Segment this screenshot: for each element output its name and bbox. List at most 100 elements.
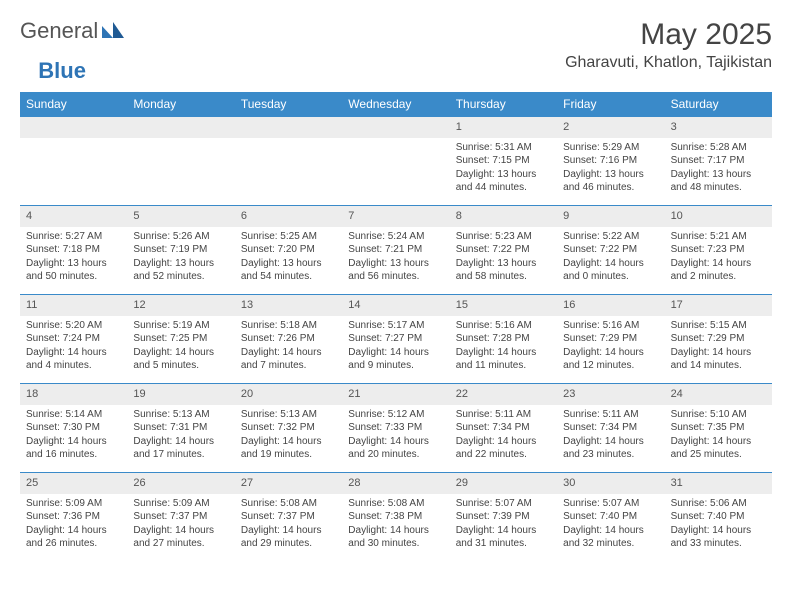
daylight-line: Daylight: 14 hours and 16 minutes.: [26, 435, 121, 462]
day-body: Sunrise: 5:21 AMSunset: 7:23 PMDaylight:…: [665, 227, 772, 290]
day-cell-9: 9Sunrise: 5:22 AMSunset: 7:22 PMDaylight…: [557, 206, 664, 294]
day-body: Sunrise: 5:16 AMSunset: 7:28 PMDaylight:…: [450, 316, 557, 379]
sunset-line: Sunset: 7:21 PM: [348, 243, 443, 257]
day-body: Sunrise: 5:15 AMSunset: 7:29 PMDaylight:…: [665, 316, 772, 379]
day-cell-12: 12Sunrise: 5:19 AMSunset: 7:25 PMDayligh…: [127, 295, 234, 383]
day-number: 4: [20, 206, 127, 227]
daylight-line: Daylight: 14 hours and 14 minutes.: [671, 346, 766, 373]
day-cell-24: 24Sunrise: 5:10 AMSunset: 7:35 PMDayligh…: [665, 384, 772, 472]
sunrise-line: Sunrise: 5:21 AM: [671, 230, 766, 244]
day-body: Sunrise: 5:28 AMSunset: 7:17 PMDaylight:…: [665, 138, 772, 201]
day-cell-14: 14Sunrise: 5:17 AMSunset: 7:27 PMDayligh…: [342, 295, 449, 383]
daylight-line: Daylight: 14 hours and 5 minutes.: [133, 346, 228, 373]
weekday-friday: Friday: [557, 92, 664, 116]
empty-day-cell: [235, 117, 342, 205]
day-body: Sunrise: 5:23 AMSunset: 7:22 PMDaylight:…: [450, 227, 557, 290]
day-number: 13: [235, 295, 342, 316]
sunrise-line: Sunrise: 5:18 AM: [241, 319, 336, 333]
logo-text-general: General: [20, 18, 98, 44]
day-body: Sunrise: 5:08 AMSunset: 7:38 PMDaylight:…: [342, 494, 449, 557]
sunset-line: Sunset: 7:32 PM: [241, 421, 336, 435]
day-number: 14: [342, 295, 449, 316]
sunrise-line: Sunrise: 5:26 AM: [133, 230, 228, 244]
sunset-line: Sunset: 7:37 PM: [133, 510, 228, 524]
day-body: Sunrise: 5:07 AMSunset: 7:40 PMDaylight:…: [557, 494, 664, 557]
sunset-line: Sunset: 7:20 PM: [241, 243, 336, 257]
sunrise-line: Sunrise: 5:07 AM: [563, 497, 658, 511]
day-cell-31: 31Sunrise: 5:06 AMSunset: 7:40 PMDayligh…: [665, 473, 772, 561]
day-number: 9: [557, 206, 664, 227]
day-body: Sunrise: 5:16 AMSunset: 7:29 PMDaylight:…: [557, 316, 664, 379]
week-row: 18Sunrise: 5:14 AMSunset: 7:30 PMDayligh…: [20, 383, 772, 472]
day-cell-18: 18Sunrise: 5:14 AMSunset: 7:30 PMDayligh…: [20, 384, 127, 472]
sunset-line: Sunset: 7:39 PM: [456, 510, 551, 524]
day-number: 11: [20, 295, 127, 316]
daylight-line: Daylight: 14 hours and 30 minutes.: [348, 524, 443, 551]
sunset-line: Sunset: 7:35 PM: [671, 421, 766, 435]
calendar: SundayMondayTuesdayWednesdayThursdayFrid…: [20, 92, 772, 561]
sunrise-line: Sunrise: 5:13 AM: [241, 408, 336, 422]
daylight-line: Daylight: 14 hours and 17 minutes.: [133, 435, 228, 462]
day-body: Sunrise: 5:12 AMSunset: 7:33 PMDaylight:…: [342, 405, 449, 468]
day-number: 27: [235, 473, 342, 494]
daylight-line: Daylight: 14 hours and 23 minutes.: [563, 435, 658, 462]
day-number: 16: [557, 295, 664, 316]
location-text: Gharavuti, Khatlon, Tajikistan: [565, 54, 772, 72]
day-number: 19: [127, 384, 234, 405]
daylight-line: Daylight: 14 hours and 7 minutes.: [241, 346, 336, 373]
day-body: Sunrise: 5:09 AMSunset: 7:37 PMDaylight:…: [127, 494, 234, 557]
day-body: Sunrise: 5:13 AMSunset: 7:31 PMDaylight:…: [127, 405, 234, 468]
day-number: [127, 117, 234, 138]
sunset-line: Sunset: 7:29 PM: [671, 332, 766, 346]
daylight-line: Daylight: 14 hours and 31 minutes.: [456, 524, 551, 551]
sunrise-line: Sunrise: 5:27 AM: [26, 230, 121, 244]
daylight-line: Daylight: 14 hours and 19 minutes.: [241, 435, 336, 462]
day-cell-15: 15Sunrise: 5:16 AMSunset: 7:28 PMDayligh…: [450, 295, 557, 383]
day-cell-21: 21Sunrise: 5:12 AMSunset: 7:33 PMDayligh…: [342, 384, 449, 472]
empty-day-cell: [20, 117, 127, 205]
day-body: Sunrise: 5:22 AMSunset: 7:22 PMDaylight:…: [557, 227, 664, 290]
day-number: [235, 117, 342, 138]
sunset-line: Sunset: 7:17 PM: [671, 154, 766, 168]
day-cell-6: 6Sunrise: 5:25 AMSunset: 7:20 PMDaylight…: [235, 206, 342, 294]
sunset-line: Sunset: 7:36 PM: [26, 510, 121, 524]
sunrise-line: Sunrise: 5:28 AM: [671, 141, 766, 155]
day-body: Sunrise: 5:24 AMSunset: 7:21 PMDaylight:…: [342, 227, 449, 290]
week-row: 11Sunrise: 5:20 AMSunset: 7:24 PMDayligh…: [20, 294, 772, 383]
day-cell-23: 23Sunrise: 5:11 AMSunset: 7:34 PMDayligh…: [557, 384, 664, 472]
sunset-line: Sunset: 7:26 PM: [241, 332, 336, 346]
sunrise-line: Sunrise: 5:16 AM: [563, 319, 658, 333]
daylight-line: Daylight: 14 hours and 27 minutes.: [133, 524, 228, 551]
sunrise-line: Sunrise: 5:19 AM: [133, 319, 228, 333]
day-number: 18: [20, 384, 127, 405]
day-number: 25: [20, 473, 127, 494]
sunrise-line: Sunrise: 5:12 AM: [348, 408, 443, 422]
day-body: Sunrise: 5:31 AMSunset: 7:15 PMDaylight:…: [450, 138, 557, 201]
day-number: 24: [665, 384, 772, 405]
weekday-tuesday: Tuesday: [235, 92, 342, 116]
day-number: 21: [342, 384, 449, 405]
sunrise-line: Sunrise: 5:07 AM: [456, 497, 551, 511]
week-row: 4Sunrise: 5:27 AMSunset: 7:18 PMDaylight…: [20, 205, 772, 294]
weekday-monday: Monday: [127, 92, 234, 116]
day-body: [342, 138, 449, 147]
sunrise-line: Sunrise: 5:22 AM: [563, 230, 658, 244]
week-row: 25Sunrise: 5:09 AMSunset: 7:36 PMDayligh…: [20, 472, 772, 561]
day-cell-22: 22Sunrise: 5:11 AMSunset: 7:34 PMDayligh…: [450, 384, 557, 472]
sunrise-line: Sunrise: 5:13 AM: [133, 408, 228, 422]
day-number: 22: [450, 384, 557, 405]
weekday-wednesday: Wednesday: [342, 92, 449, 116]
day-body: Sunrise: 5:25 AMSunset: 7:20 PMDaylight:…: [235, 227, 342, 290]
weekday-sunday: Sunday: [20, 92, 127, 116]
day-number: 2: [557, 117, 664, 138]
sunset-line: Sunset: 7:38 PM: [348, 510, 443, 524]
weekday-saturday: Saturday: [665, 92, 772, 116]
day-body: Sunrise: 5:27 AMSunset: 7:18 PMDaylight:…: [20, 227, 127, 290]
sunrise-line: Sunrise: 5:25 AM: [241, 230, 336, 244]
sunrise-line: Sunrise: 5:20 AM: [26, 319, 121, 333]
day-cell-2: 2Sunrise: 5:29 AMSunset: 7:16 PMDaylight…: [557, 117, 664, 205]
day-number: 23: [557, 384, 664, 405]
day-cell-10: 10Sunrise: 5:21 AMSunset: 7:23 PMDayligh…: [665, 206, 772, 294]
weekday-header-row: SundayMondayTuesdayWednesdayThursdayFrid…: [20, 92, 772, 116]
sunset-line: Sunset: 7:29 PM: [563, 332, 658, 346]
